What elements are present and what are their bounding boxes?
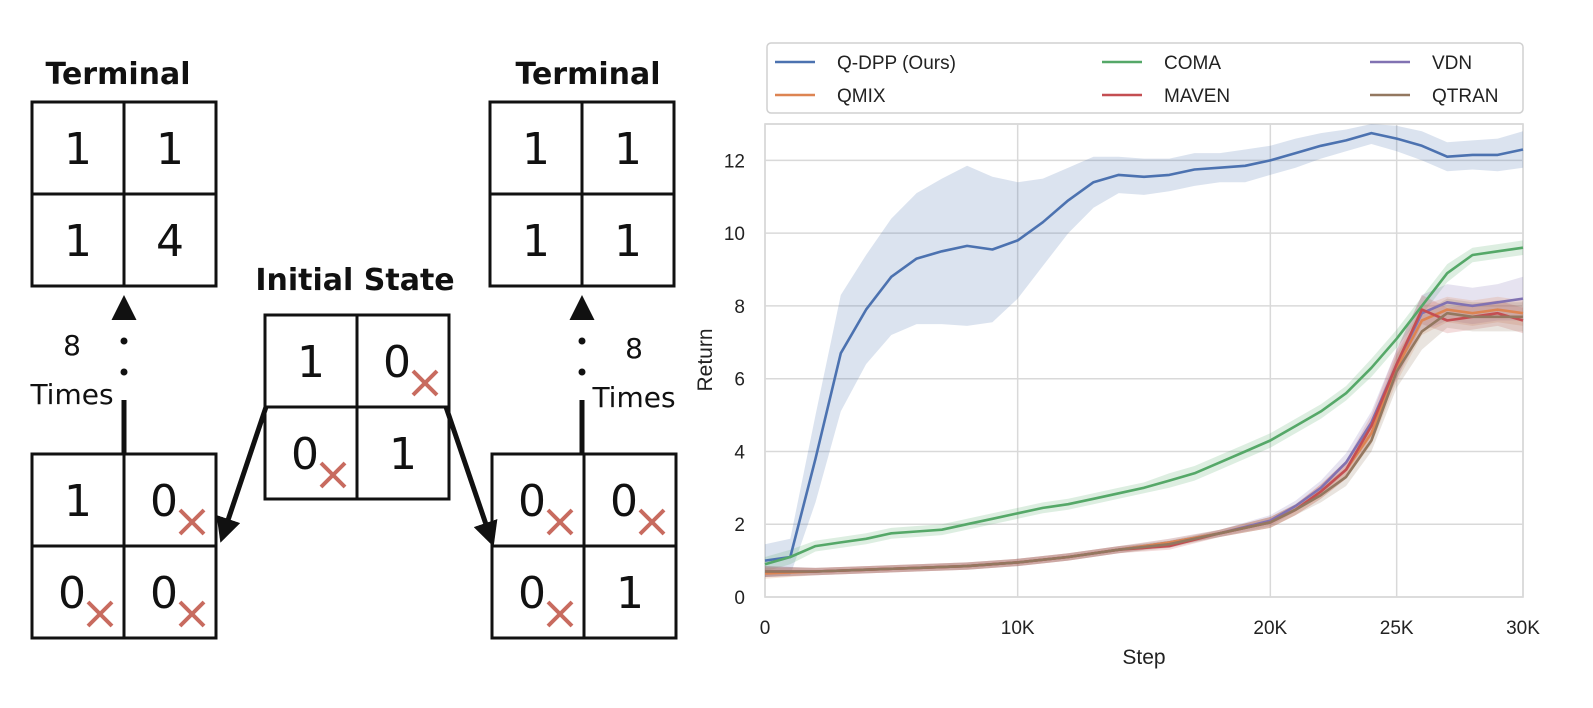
- y-tick-label: 12: [724, 151, 745, 172]
- legend-label-maven: MAVEN: [1164, 86, 1230, 107]
- y-tick-label: 4: [734, 442, 745, 463]
- bottom_left-cell-1: 0: [150, 476, 178, 527]
- cross-icon: [86, 600, 114, 628]
- x-tick-label: 30K: [1506, 618, 1540, 639]
- bottom_right-cell-1: 0: [610, 476, 638, 527]
- terminal_right-cell-2: 1: [522, 216, 550, 267]
- legend-label-q-dpp-ours: Q-DPP (Ours): [837, 53, 956, 74]
- band-q-dpp-ours: [765, 124, 1523, 577]
- bottom_right-cell-0: 0: [518, 476, 546, 527]
- y-tick-label: 10: [724, 224, 745, 245]
- cross-icon: [411, 369, 439, 397]
- terminal_left-cell-2: 1: [64, 216, 92, 267]
- x-tick-label: 10K: [1001, 618, 1035, 639]
- legend-box: [766, 42, 1524, 114]
- initial-cell-3: 1: [389, 429, 417, 480]
- bottom_left-cell-0: 1: [64, 476, 92, 527]
- terminal_right-cell-3: 1: [614, 216, 642, 267]
- left-dot-2: [120, 337, 128, 345]
- bottom_left-cell-3: 0: [150, 568, 178, 619]
- legend-label-qtran: QTRAN: [1432, 86, 1499, 107]
- terminal-right-title: Terminal: [515, 57, 660, 92]
- y-tick-label: 6: [734, 370, 745, 391]
- x-tick-label: 0: [760, 618, 771, 639]
- legend-label-coma: COMA: [1164, 53, 1221, 74]
- initial-state-title: Initial State: [255, 263, 454, 298]
- bottom-left-grid: 1 0 0 0: [30, 452, 218, 640]
- cross-icon: [546, 600, 574, 628]
- bottom_left-cell-2: 0: [58, 568, 86, 619]
- y-tick-label: 2: [734, 515, 745, 536]
- legend-label-qmix: QMIX: [837, 86, 886, 107]
- bottom_right-cell-2: 0: [518, 568, 546, 619]
- bottom-right-grid: 0 0 0 1: [490, 452, 678, 640]
- diagonal-arrow-right: [443, 406, 498, 547]
- x-tick-labels: 0 10K 20K 25K 30K: [760, 618, 1541, 639]
- terminal_left-cell-3: 4: [156, 216, 184, 267]
- left-dot-1: [120, 368, 128, 376]
- terminal-left-grid: 1 1 1 4: [30, 100, 218, 288]
- legend-label-vdn: VDN: [1432, 53, 1472, 74]
- terminal_right-cell-0: 1: [522, 124, 550, 175]
- terminal_left-cell-1: 1: [156, 124, 184, 175]
- initial-cell-0: 1: [297, 337, 325, 388]
- initial-state-grid: 1 0 0 1: [263, 313, 451, 501]
- cross-icon: [178, 508, 206, 536]
- right-dot-1: [578, 368, 586, 376]
- terminal-left-title: Terminal: [45, 57, 190, 92]
- cross-icon: [546, 508, 574, 536]
- cross-icon: [178, 600, 206, 628]
- cross-icon: [638, 508, 666, 536]
- right-repeat-word: Times: [591, 381, 675, 414]
- line-q-dpp-ours: [764, 131, 1524, 562]
- return-chart: 0 10K 20K 25K 30K 0 2 4 6 8 10 12 Step Return Q-DP…: [694, 42, 1541, 669]
- band-maven: [765, 295, 1523, 577]
- y-tick-label: 8: [734, 297, 745, 318]
- x-tick-label: 25K: [1380, 618, 1414, 639]
- series-lines: [764, 131, 1524, 575]
- cross-icon: [319, 461, 347, 489]
- line-qtran: [765, 311, 1523, 573]
- line-coma: [764, 246, 1524, 566]
- legend: Q-DPP (Ours) QMIX COMA MAVEN VDN QTRAN: [775, 53, 1499, 107]
- right-dot-2: [578, 337, 586, 345]
- x-axis-label: Step: [1122, 646, 1165, 669]
- grid-diagram: Terminal Terminal Initial State 1 11 4 1 11…: [29, 57, 678, 640]
- initial-cell-2: 0: [291, 429, 319, 480]
- diagonal-arrow-left: [216, 406, 269, 543]
- grid-lines: [764, 124, 1524, 598]
- bottom_right-cell-3: 1: [616, 568, 644, 619]
- x-tick-label: 20K: [1253, 618, 1287, 639]
- y-axis-label: Return: [694, 328, 717, 391]
- terminal-right-grid: 1 1 1 1: [488, 100, 676, 288]
- right-repeat-count: 8: [625, 332, 643, 365]
- left-repeat-count: 8: [63, 329, 81, 362]
- terminal_left-cell-0: 1: [64, 124, 92, 175]
- initial-cell-1: 0: [383, 337, 411, 388]
- y-tick-label: 0: [734, 588, 745, 609]
- left-repeat-word: Times: [29, 378, 113, 411]
- terminal_right-cell-1: 1: [614, 124, 642, 175]
- y-tick-labels: 0 2 4 6 8 10 12: [724, 151, 746, 609]
